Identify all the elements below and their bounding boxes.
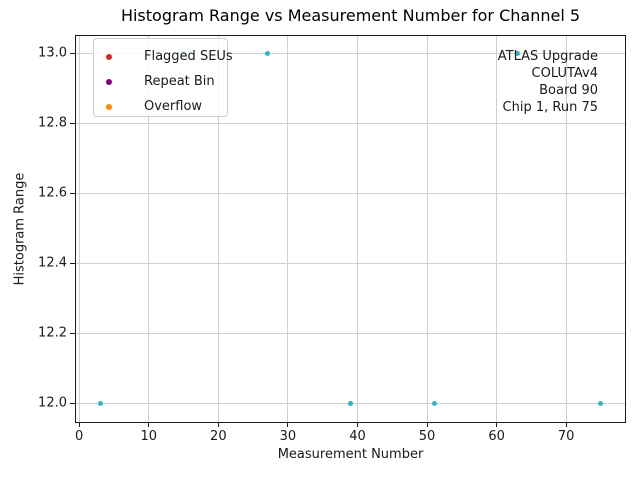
y-tick-12.8 [70, 122, 75, 124]
y-tick-label-12.8: 12.8 [38, 115, 67, 131]
legend-marker-icon [106, 103, 112, 110]
x-tick-60 [496, 423, 498, 427]
legend-marker-icon [106, 78, 112, 85]
gridline-x-10 [148, 35, 150, 423]
scatter-point-51-12 [431, 400, 437, 406]
annotation-line-2: COLUTAv4 [531, 66, 598, 81]
scatter-point-63-13 [514, 50, 520, 56]
legend: Flagged SEUs Repeat Bin Overflow [93, 38, 233, 119]
x-tick-label-20: 20 [210, 429, 227, 444]
y-tick-12.0 [70, 402, 75, 404]
annotation-line-3: Board 90 [539, 83, 598, 98]
x-tick-label-10: 10 [140, 429, 158, 444]
y-tick-label-12.4: 12.4 [38, 255, 67, 271]
x-tick-30 [287, 423, 289, 427]
x-tick-0 [78, 423, 80, 427]
gridline-y-13 [75, 52, 626, 54]
gridline-y-12.4 [75, 262, 626, 264]
y-tick-label-13.0: 13.0 [38, 45, 67, 61]
gridline-y-12.2 [75, 332, 626, 334]
scatter-point-3-12 [97, 400, 103, 406]
legend-label: Overflow [144, 99, 203, 114]
chart-title: Histogram Range vs Measurement Number fo… [120, 6, 581, 25]
y-tick-label-12.6: 12.6 [38, 185, 67, 201]
legend-marker-icon [106, 53, 112, 60]
gridline-x-30 [287, 35, 289, 423]
gridline-y-12.6 [75, 192, 626, 194]
annotation-line-4: Chip 1, Run 75 [502, 100, 598, 115]
x-tick-label-40: 40 [349, 429, 366, 444]
gridline-x-40 [356, 35, 358, 423]
x-tick-label-30: 30 [279, 429, 297, 444]
gridline-x-70 [565, 35, 567, 423]
y-tick-label-12.0: 12.0 [38, 395, 67, 411]
y-tick-12.2 [70, 332, 75, 334]
legend-item-repeat-bin: Repeat Bin [94, 69, 227, 94]
y-tick-13.0 [70, 52, 75, 54]
x-tick-label-50: 50 [418, 429, 436, 444]
scatter-point-39-12 [348, 400, 354, 406]
x-tick-10 [148, 423, 150, 427]
gridline-x-0 [78, 35, 80, 423]
gridline-x-50 [426, 35, 428, 423]
gridline-x-20 [217, 35, 219, 423]
plot-area: 0 10 20 30 40 50 60 70 12.0 12.2 12.4 12.6 12.8 13.0 … [38, 35, 626, 444]
gridline-y-12.8 [75, 122, 626, 124]
legend-item-overflow: Overflow [94, 94, 227, 119]
annotation-text: ATLAS Upgrade COLUTAv4 Board 90 Chip 1, Run… [498, 48, 598, 116]
legend-label: Repeat Bin [144, 74, 215, 89]
legend-label: Flagged SEUs [144, 49, 233, 64]
scatter-point-27-13 [264, 50, 270, 56]
scatter-point-75-12 [598, 400, 604, 406]
annotation-line-1: ATLAS Upgrade [497, 49, 598, 64]
y-tick-label-12.2: 12.2 [38, 325, 67, 341]
x-tick-40 [356, 423, 358, 427]
x-tick-20 [217, 423, 219, 427]
gridline-x-60 [496, 35, 498, 423]
x-tick-label-70: 70 [557, 429, 575, 444]
y-tick-12.4 [70, 262, 75, 264]
x-tick-label-60: 60 [488, 429, 505, 444]
x-tick-50 [426, 423, 428, 427]
x-tick-70 [565, 423, 567, 427]
y-axis-label: Histogram Range [12, 172, 28, 286]
y-tick-12.6 [70, 192, 75, 194]
x-tick-label-0: 0 [75, 429, 84, 444]
x-axis-label: Measurement Number [277, 447, 424, 462]
legend-item-flagged-seus: Flagged SEUs [94, 44, 233, 69]
